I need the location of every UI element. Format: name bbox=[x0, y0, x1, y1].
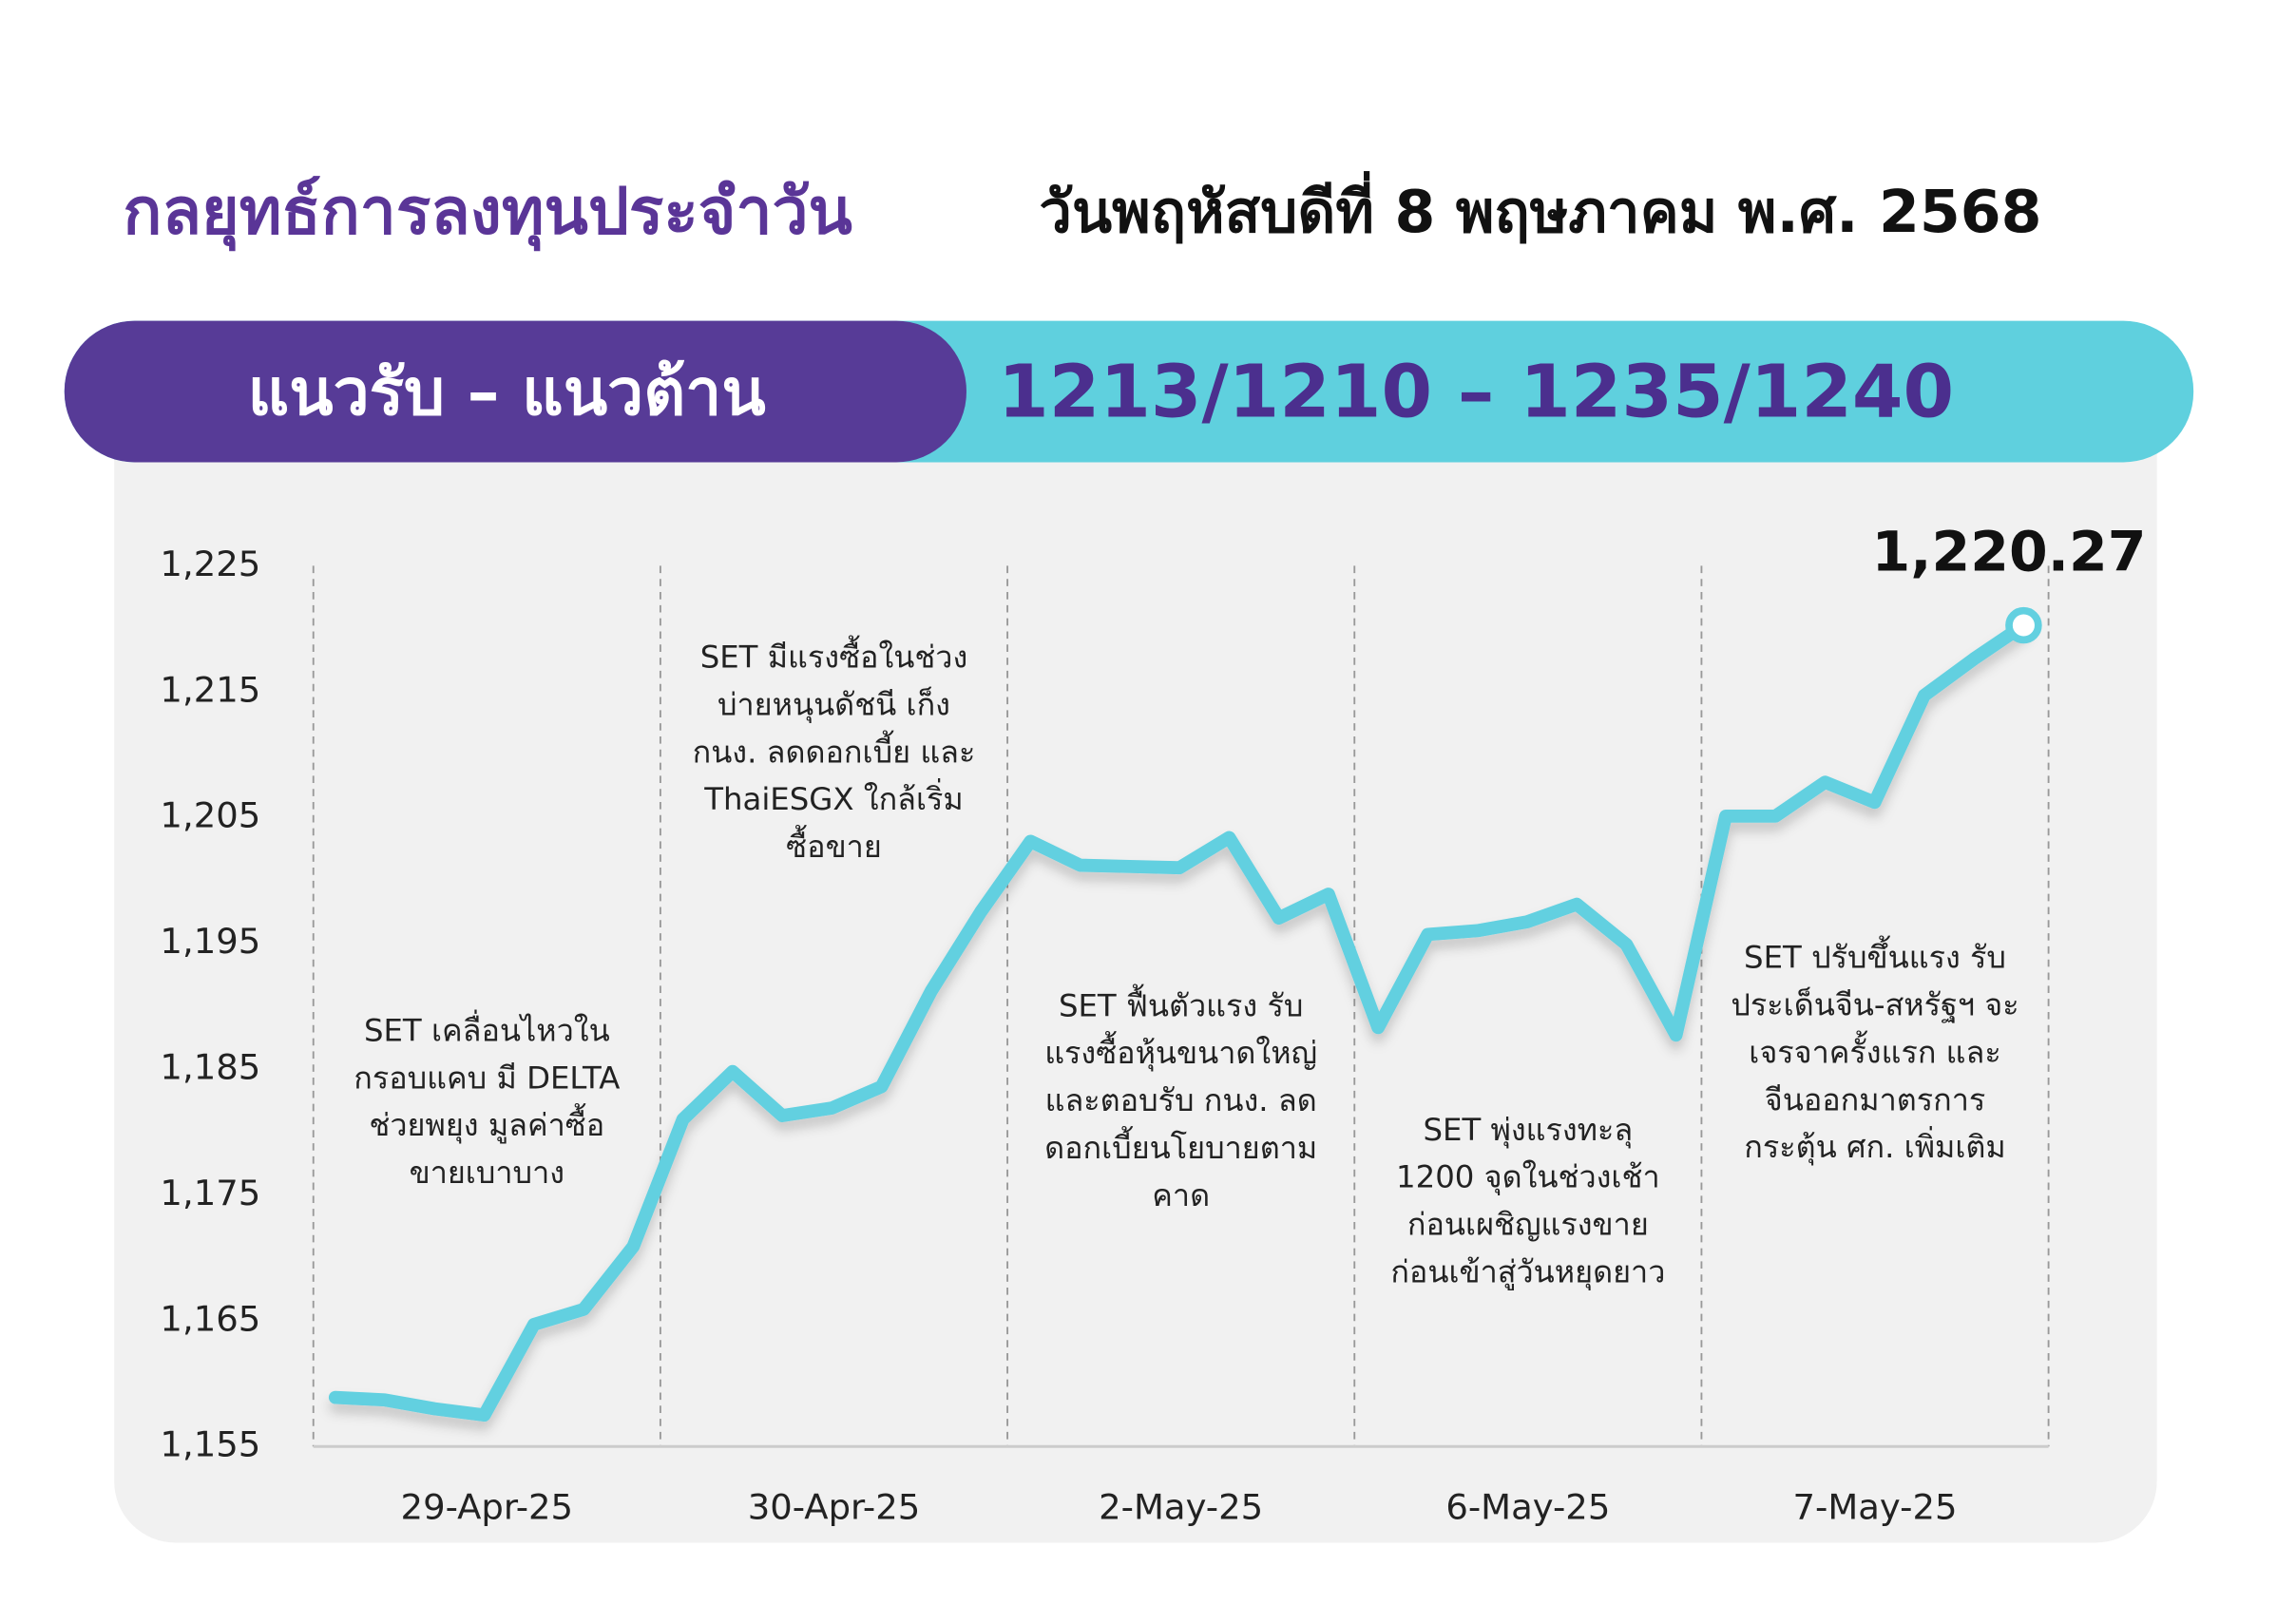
annotation: SET เคลื่อนไหวใน bbox=[364, 1010, 610, 1049]
annotation: ซื้อขาย bbox=[786, 824, 882, 865]
annotation: ขายเบาบาง bbox=[410, 1155, 564, 1191]
y-tick-label: 1,165 bbox=[160, 1298, 260, 1339]
y-tick-label: 1,185 bbox=[160, 1047, 260, 1088]
banner-left bbox=[64, 320, 966, 463]
x-tick-label: 6-May-25 bbox=[1445, 1487, 1610, 1528]
annotation: SET ฟื้นตัวแรง รับ bbox=[1059, 983, 1303, 1023]
x-tick-label: 29-Apr-25 bbox=[401, 1487, 574, 1528]
annotation: คาด bbox=[1152, 1177, 1210, 1213]
banner-label: แนวรับ – แนวต้าน bbox=[248, 354, 766, 430]
annotation: ประเด็นจีน-สหรัฐฯ จะ bbox=[1731, 987, 2019, 1024]
annotation: ก่อนเข้าสู่วันหยุดยาว bbox=[1390, 1253, 1665, 1290]
y-tick-label: 1,195 bbox=[160, 921, 260, 962]
annotation: SET พุ่งแรงทะลุ bbox=[1424, 1112, 1634, 1149]
value-label: 1,220.27 bbox=[1872, 520, 2147, 584]
annotation: ThaiESGX ใกล้เริ่ม bbox=[703, 778, 964, 817]
annotation: จีนออกมาตรการ bbox=[1765, 1081, 1986, 1117]
price-line bbox=[328, 619, 2031, 1423]
x-tick-label: 2-May-25 bbox=[1099, 1487, 1263, 1528]
annotation: ก่อนเผชิญแรงขาย bbox=[1407, 1207, 1649, 1243]
annotation: เจรจาครั้งแรก และ bbox=[1749, 1030, 2000, 1071]
y-tick-label: 1,225 bbox=[160, 544, 260, 584]
date: วันพฤหัสบดีที่ 8 พฤษภาคม พ.ศ. 2568 bbox=[1039, 170, 2041, 246]
annotation: แรงซื้อหุ้นขนาดใหญ่ bbox=[1044, 1030, 1317, 1072]
y-tick-label: 1,175 bbox=[160, 1173, 260, 1213]
y-tick-label: 1,155 bbox=[160, 1424, 260, 1465]
annotation: บ่ายหนุนดัชนี เก็ง bbox=[718, 687, 950, 724]
banner-levels: 1213/1210 – 1235/1240 bbox=[998, 350, 1954, 434]
annotation: และตอบรับ กนง. ลด bbox=[1045, 1082, 1317, 1118]
annotation: 1200 จุดในช่วงเช้า bbox=[1396, 1159, 1660, 1196]
x-tick-label: 30-Apr-25 bbox=[748, 1487, 921, 1528]
y-tick-label: 1,205 bbox=[160, 795, 260, 836]
title: กลยุทธ์การลงทุนประจำวัน bbox=[123, 174, 851, 252]
end-marker bbox=[2005, 606, 2042, 644]
annotation: กรอบแคบ มี DELTA bbox=[354, 1060, 620, 1096]
chart: 1,155 1,165 1,175 1,185 1,195 1,205 1,215 1,225… bbox=[160, 520, 2146, 1528]
y-tick-label: 1,215 bbox=[160, 669, 260, 710]
annotation: SET ปรับขึ้นแรง รับ bbox=[1744, 935, 2006, 976]
x-tick-label: 7-May-25 bbox=[1793, 1487, 1958, 1528]
annotation: ช่วยพยุง มูลค่าซื้อ bbox=[369, 1102, 604, 1144]
annotation: ดอกเบี้ยนโยบายตาม bbox=[1044, 1125, 1317, 1166]
annotation: กนง. ลดดอกเบี้ย และ bbox=[693, 729, 976, 770]
annotation: SET มีแรงซื้อในช่วง bbox=[700, 635, 968, 676]
annotation: กระตุ้น ศก. เพิ่มเติม bbox=[1744, 1126, 2006, 1166]
